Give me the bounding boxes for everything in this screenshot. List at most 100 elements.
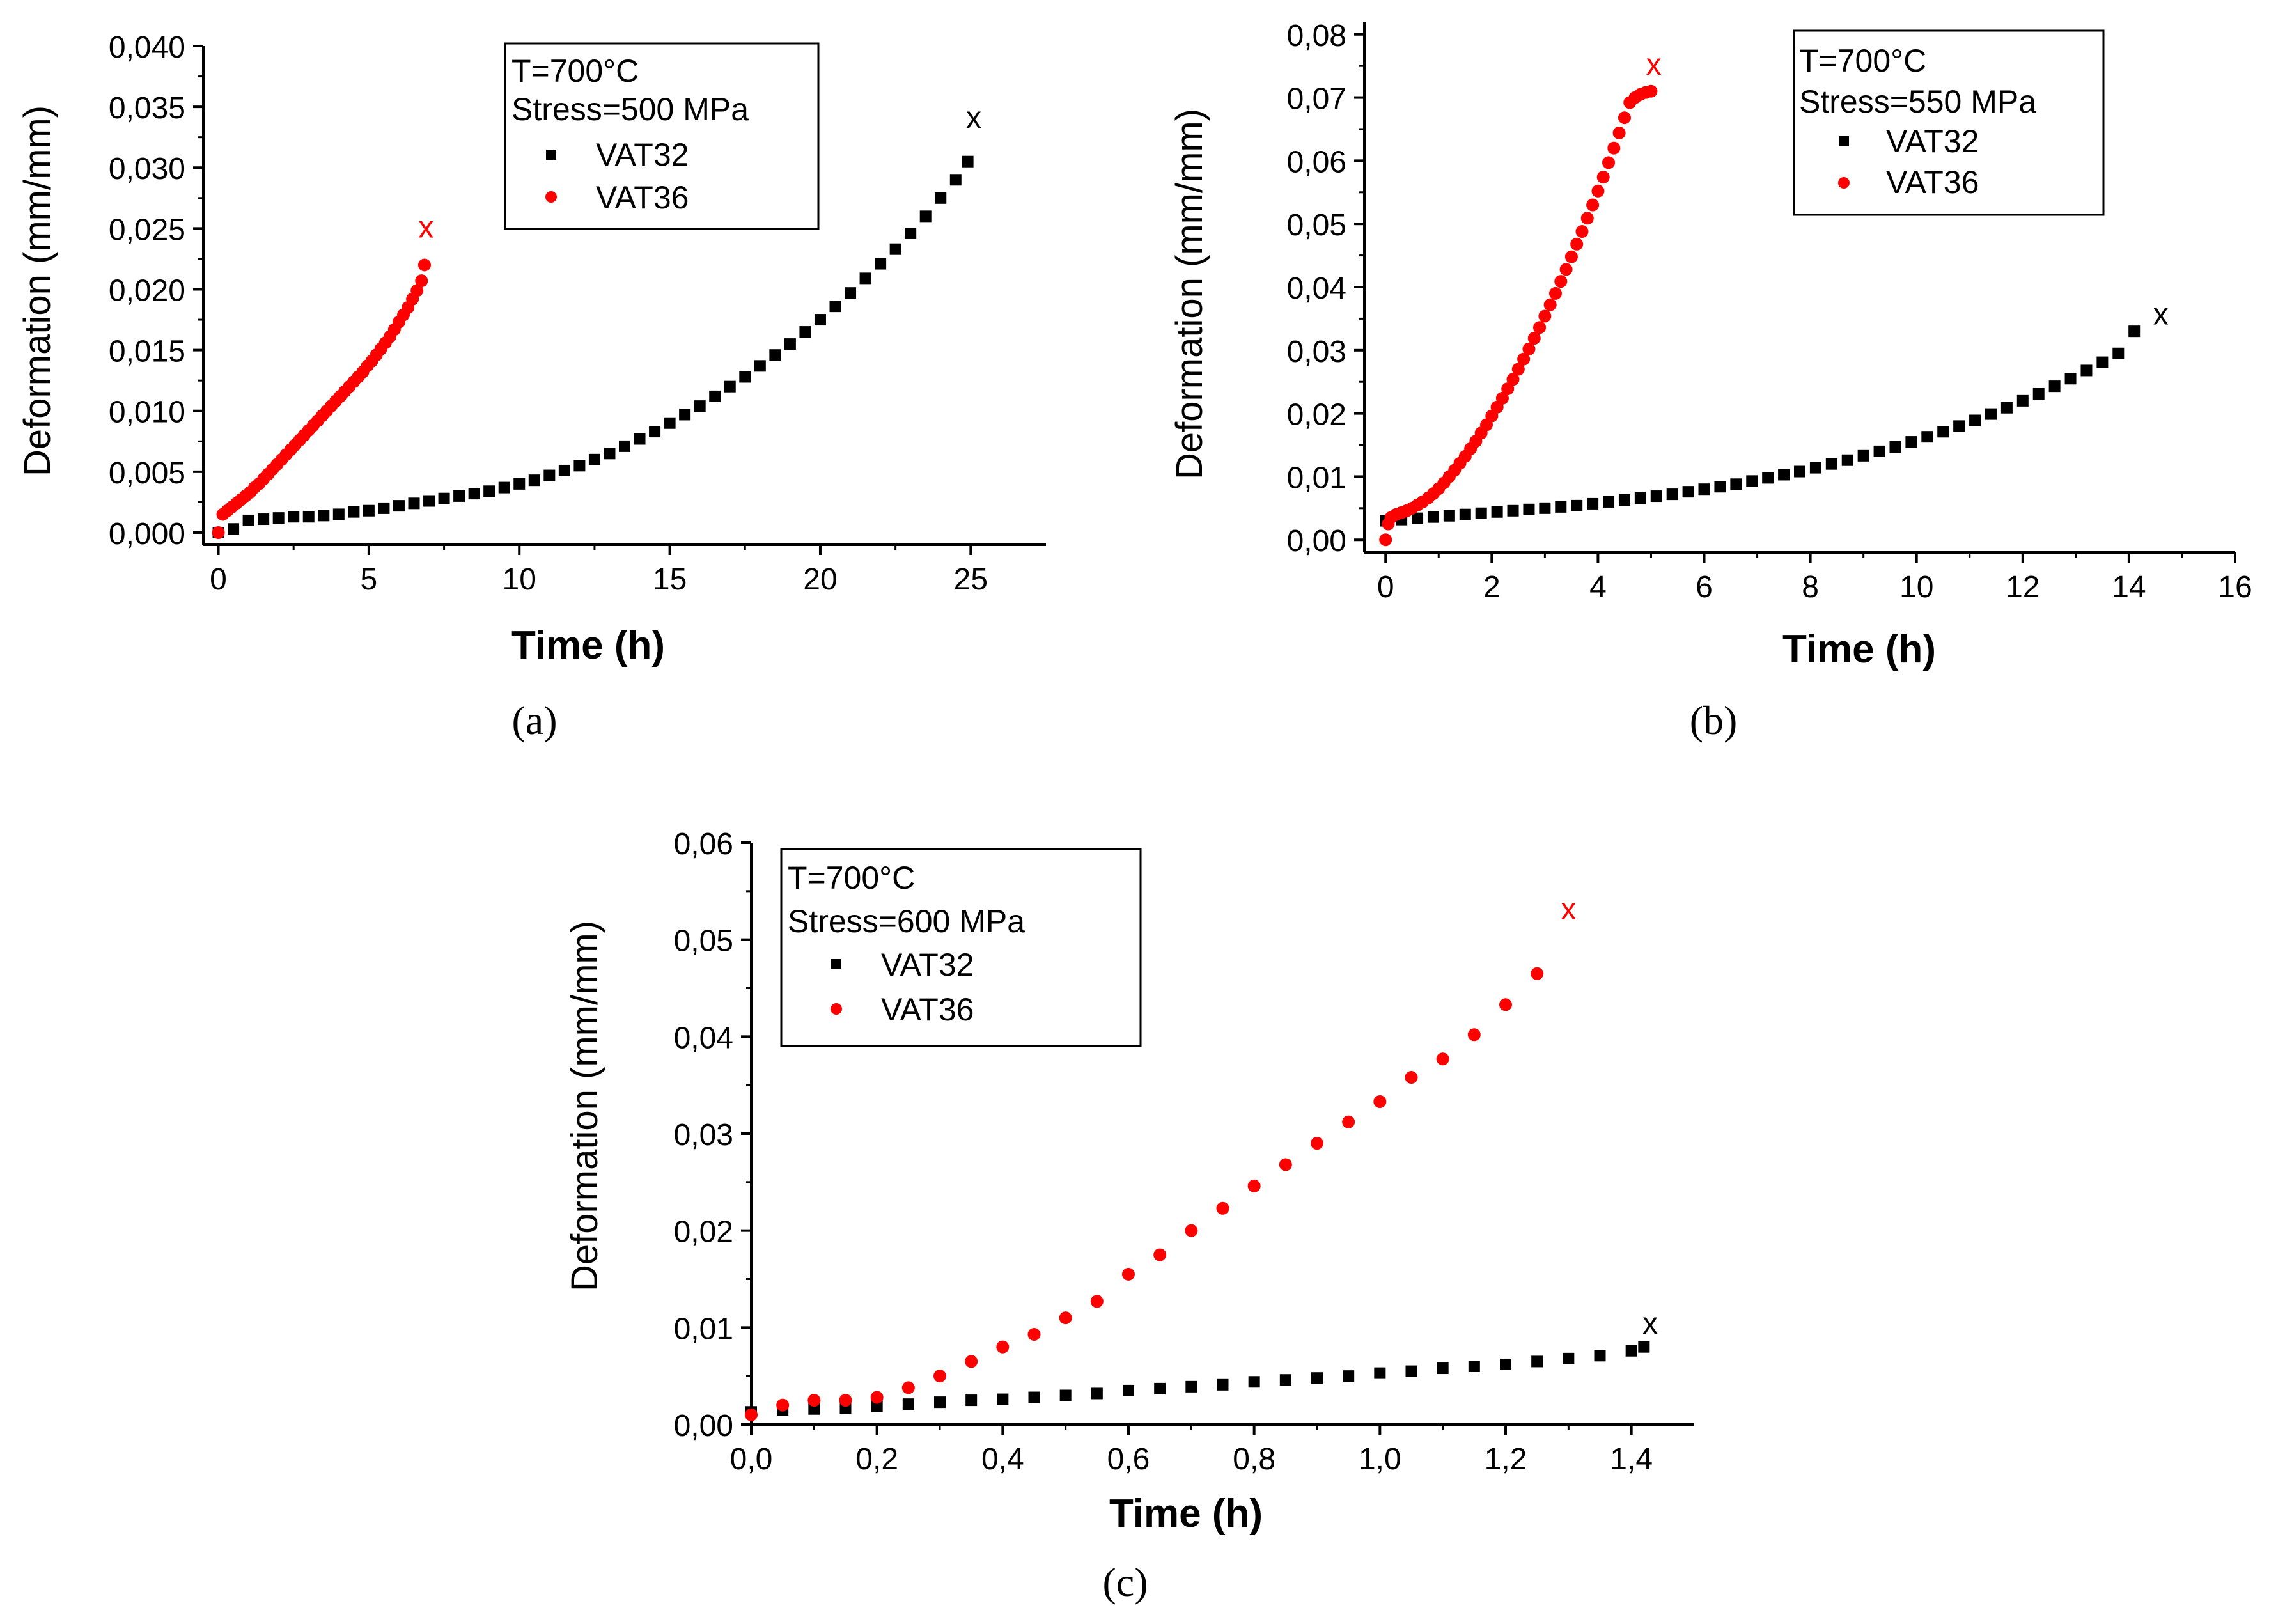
- data-point-vat32: [1638, 1341, 1650, 1353]
- y-tick-label: 0,035: [109, 91, 185, 125]
- data-point-vat32: [1405, 1365, 1417, 1377]
- y-axis-label: Deformation (mm/mm): [17, 105, 58, 476]
- y-tick-label: 0,020: [109, 274, 185, 308]
- data-point-vat32: [1809, 462, 1821, 474]
- data-point-vat36: [1467, 1028, 1481, 1042]
- data-point-vat32: [949, 174, 962, 186]
- data-point-vat32: [2112, 347, 2125, 359]
- data-point-vat32: [543, 469, 556, 481]
- x-tick-label: 0,4: [981, 1442, 1024, 1476]
- data-point-vat36: [1495, 391, 1509, 405]
- data-point-vat36: [933, 1370, 946, 1383]
- data-point-vat36: [1607, 141, 1621, 155]
- data-point-vat32: [679, 409, 691, 421]
- y-tick-label: 0,05: [1287, 208, 1346, 242]
- data-point-vat32: [845, 287, 857, 299]
- x-tick-label: 0: [1377, 570, 1394, 604]
- data-point-vat36: [996, 1340, 1010, 1354]
- legend-marker-vat32: [831, 959, 841, 969]
- data-point-vat32: [1311, 1372, 1323, 1384]
- data-point-vat36: [807, 1394, 821, 1407]
- data-point-vat32: [1746, 475, 1758, 487]
- data-point-vat36: [1575, 225, 1589, 238]
- x-tick-label: 0,6: [1107, 1442, 1150, 1476]
- data-point-vat32: [814, 314, 826, 326]
- x-tick-label: 1,2: [1485, 1442, 1527, 1476]
- legend-title-stress: Stress=500 MPa: [511, 91, 749, 127]
- data-point-vat32: [649, 426, 661, 438]
- x-tick-label: 14: [2112, 570, 2146, 604]
- rupture-marker-vat36: x: [1646, 48, 1662, 82]
- data-point-vat36: [1570, 237, 1584, 251]
- data-point-vat36: [1517, 352, 1531, 366]
- data-point-vat32: [2128, 325, 2141, 338]
- data-point-vat32: [1523, 503, 1535, 515]
- data-point-vat36: [1564, 250, 1578, 263]
- data-point-vat36: [417, 258, 431, 272]
- data-point-vat36: [1618, 111, 1631, 125]
- data-point-vat32: [2000, 402, 2013, 414]
- x-tick-label: 10: [1899, 570, 1933, 604]
- data-point-vat32: [1587, 497, 1599, 510]
- data-point-vat32: [1563, 1352, 1575, 1364]
- data-point-vat32: [1343, 1370, 1355, 1382]
- legend-title-temperature: T=700°C: [788, 860, 915, 896]
- data-point-vat32: [1618, 494, 1630, 506]
- data-point-vat32: [1091, 1387, 1103, 1400]
- data-point-vat32: [483, 485, 495, 497]
- y-tick-label: 0,02: [1287, 398, 1346, 432]
- data-point-vat36: [1533, 321, 1547, 334]
- data-point-vat32: [1889, 441, 1901, 453]
- y-tick-label: 0,03: [674, 1118, 733, 1152]
- data-point-vat32: [1921, 431, 1933, 443]
- plot-area: 0,000 0,005 0,010 0,015 0,020 0,025 0,030 0,035…: [109, 31, 1046, 597]
- data-point-vat32: [1762, 472, 1774, 484]
- data-point-vat32: [242, 514, 254, 526]
- data-point-vat36: [1122, 1267, 1135, 1281]
- data-point-vat32: [1427, 511, 1439, 523]
- data-point-vat32: [1531, 1355, 1543, 1368]
- data-point-vat32: [997, 1393, 1009, 1405]
- legend: T=700°C Stress=550 MPa VAT32 VAT36: [1793, 29, 2105, 216]
- data-point-vat36: [1531, 967, 1544, 980]
- data-point-vat36: [1580, 212, 1594, 225]
- data-point-vat32: [1841, 454, 1853, 466]
- data-point-vat36: [839, 1394, 852, 1407]
- data-point-vat32: [1468, 1361, 1480, 1372]
- data-point-vat36: [1499, 998, 1512, 1011]
- data-point-vat36: [1644, 84, 1658, 98]
- chart-panel-b: Deformation (mm/mm) Time (h) (b) 0,000,0…: [1169, 19, 2252, 743]
- x-tick-label: 0,8: [1233, 1442, 1275, 1476]
- data-point-vat32: [724, 380, 736, 393]
- legend-label-vat36: VAT36: [596, 180, 689, 215]
- data-point-vat32: [1443, 510, 1455, 522]
- data-point-vat32: [1969, 414, 1981, 426]
- data-point-vat36: [1543, 298, 1557, 311]
- x-axis-title: Time (h): [1109, 1492, 1263, 1536]
- data-point-vat32: [468, 488, 480, 500]
- y-axis-title: Deformation (mm/mm): [564, 921, 605, 1292]
- data-point-vat32: [1475, 507, 1487, 519]
- data-point-vat32: [2016, 394, 2029, 407]
- y-tick-label: 0,00: [674, 1409, 733, 1443]
- data-point-vat32: [1714, 481, 1726, 493]
- panel-label: (b): [1690, 698, 1738, 743]
- y-axis-title: Deformation (mm/mm): [1169, 109, 1210, 480]
- data-point-vat32: [1059, 1389, 1072, 1401]
- legend-marker-vat32: [1839, 136, 1849, 146]
- data-point-vat36: [1153, 1248, 1167, 1261]
- data-point-vat32: [905, 227, 917, 239]
- plot-area: 0,00 0,01 0,02 0,03 0,04 0,05 0,06 0,0 0,2 0,4 0,6…: [674, 827, 1694, 1476]
- legend-marker-vat36: [831, 1003, 842, 1015]
- legend: T=700°C Stress=600 MPa VAT32 VAT36: [780, 848, 1142, 1047]
- x-tick-label: 5: [361, 563, 378, 597]
- data-point-vat32: [1666, 488, 1678, 501]
- data-point-vat32: [1123, 1384, 1134, 1396]
- panel-label: (c): [1102, 1559, 1148, 1605]
- panel-label: (a): [511, 698, 557, 743]
- data-point-vat32: [1185, 1380, 1197, 1393]
- data-point-vat32: [1555, 501, 1567, 513]
- data-point-vat36: [1522, 342, 1536, 355]
- data-point-vat32: [2064, 373, 2077, 385]
- legend-label-vat36: VAT36: [1886, 164, 1979, 200]
